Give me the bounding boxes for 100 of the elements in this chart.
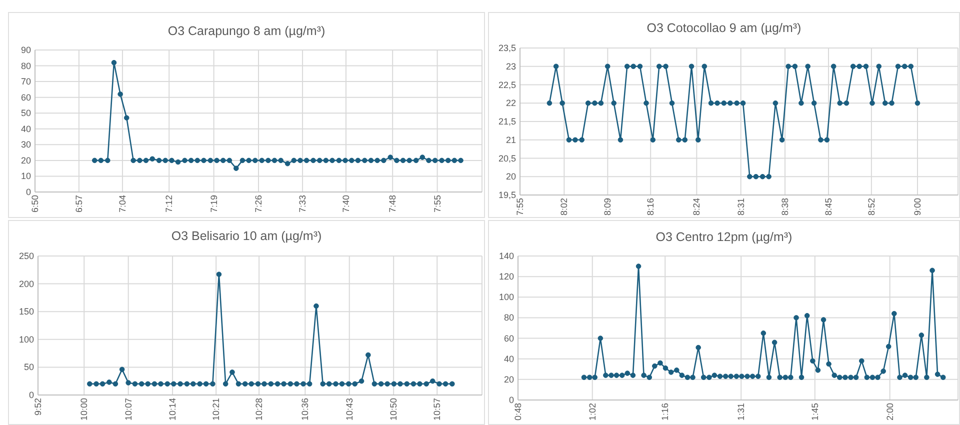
point — [856, 64, 862, 70]
point — [240, 158, 246, 164]
point — [374, 158, 380, 164]
x-tick-label: 8:16 — [646, 198, 656, 216]
point — [314, 303, 319, 309]
point — [436, 381, 442, 387]
point — [138, 381, 144, 387]
point — [400, 158, 406, 164]
x-tick-label: 8:24 — [692, 198, 702, 216]
point — [158, 381, 164, 387]
point — [779, 137, 785, 143]
x-tick-label: 0:48 — [513, 403, 523, 421]
point — [378, 381, 384, 387]
point — [194, 158, 200, 164]
point — [663, 64, 668, 70]
point — [234, 166, 239, 171]
point — [695, 137, 701, 143]
chart-title: O3 Carapungo 8 am (µg/m³) — [166, 24, 326, 38]
point — [850, 64, 856, 70]
point — [291, 158, 297, 164]
point — [342, 158, 348, 164]
point — [598, 100, 604, 106]
x-tick-label: 7:55 — [515, 198, 525, 216]
point — [124, 115, 130, 120]
y-tick-label: 60 — [20, 92, 31, 102]
x-tick-label: 7:33 — [298, 195, 308, 213]
point — [630, 64, 636, 70]
point — [336, 158, 342, 164]
y-tick-label: 80 — [504, 312, 514, 323]
point — [792, 64, 798, 70]
x-tick-label: 7:26 — [254, 195, 264, 213]
point — [214, 158, 220, 164]
point — [747, 174, 752, 180]
x-tick-label: 6:57 — [74, 195, 84, 213]
point — [184, 381, 190, 387]
x-tick-label: 1:02 — [587, 403, 598, 421]
point — [618, 137, 624, 143]
x-tick-label: 2:00 — [884, 403, 895, 421]
point — [92, 158, 98, 164]
point — [226, 158, 232, 164]
y-tick-label: 0 — [26, 187, 31, 197]
y-tick-label: 60 — [504, 333, 514, 344]
point — [152, 381, 158, 387]
x-tick-label: 10:28 — [254, 398, 264, 421]
point — [432, 158, 438, 164]
point — [348, 158, 354, 164]
x-tick-label: 9:00 — [912, 198, 923, 216]
x-tick-label: 8:45 — [824, 198, 834, 216]
y-tick-label: 250 — [18, 251, 34, 261]
y-tick-label: 0 — [508, 395, 514, 405]
point — [410, 381, 416, 387]
point — [714, 100, 720, 106]
y-tick-label: 0 — [28, 390, 34, 400]
x-tick-label: 10:57 — [432, 398, 442, 421]
point — [702, 64, 708, 70]
point — [546, 100, 552, 106]
chart-title: O3 Belisario 10 am (µg/m³) — [170, 229, 323, 243]
point — [268, 381, 274, 387]
point — [644, 100, 649, 106]
point — [352, 381, 358, 387]
point — [611, 100, 617, 106]
point — [145, 381, 151, 387]
point — [272, 158, 278, 164]
y-tick-label: 140 — [498, 251, 514, 261]
x-tick-label: 10:43 — [344, 398, 354, 421]
point — [169, 158, 174, 164]
chart-title: O3 Cotocollao 9 am (µg/m³) — [646, 21, 802, 35]
point — [100, 381, 106, 387]
point — [740, 100, 746, 106]
point — [753, 174, 759, 180]
point — [126, 380, 131, 386]
point — [882, 100, 888, 106]
point — [585, 100, 591, 106]
point — [230, 370, 235, 375]
point — [830, 64, 836, 70]
x-tick-label: 10:14 — [168, 398, 178, 421]
point — [381, 158, 386, 164]
point — [805, 64, 810, 70]
point — [786, 64, 791, 70]
y-tick-label: 90 — [20, 45, 31, 55]
x-tick-label: 7:19 — [208, 195, 219, 213]
point — [656, 64, 662, 70]
point — [156, 158, 162, 164]
point — [320, 381, 326, 387]
point — [676, 137, 682, 143]
point — [398, 381, 403, 387]
point — [201, 158, 206, 164]
x-tick-label: 10:50 — [388, 398, 399, 421]
point — [368, 158, 374, 164]
point — [579, 137, 584, 143]
point — [216, 272, 222, 277]
y-tick-label: 22,5 — [498, 80, 516, 90]
y-tick-label: 40 — [20, 124, 31, 134]
point — [306, 381, 312, 387]
y-tick-label: 100 — [498, 292, 514, 302]
point — [262, 381, 267, 387]
point — [553, 64, 559, 70]
point — [330, 158, 335, 164]
point — [637, 64, 643, 70]
x-tick-label: 1:45 — [810, 403, 820, 421]
